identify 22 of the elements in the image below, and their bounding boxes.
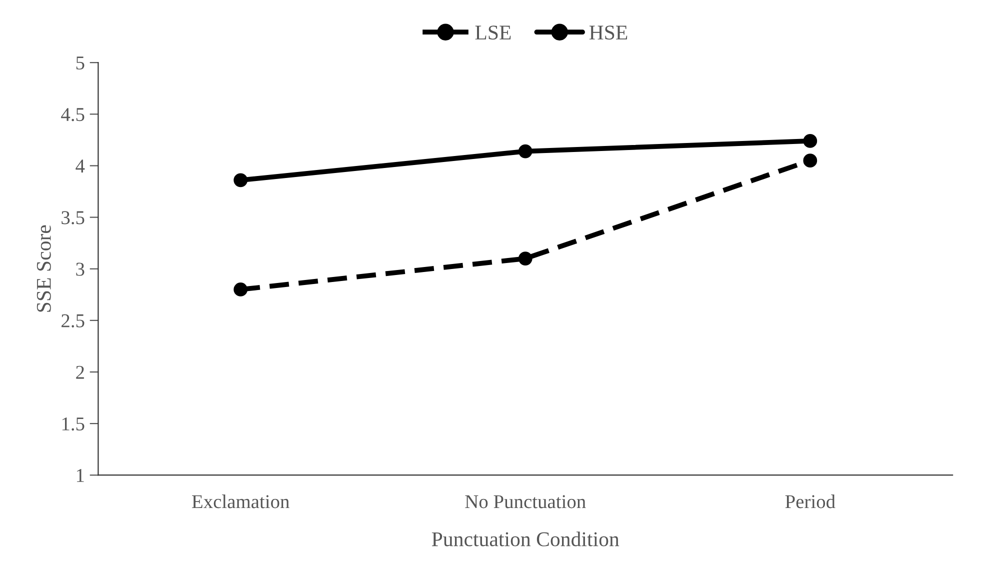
y-tick-label: 3.5 [62, 211, 84, 224]
point [234, 173, 248, 188]
point [803, 154, 818, 168]
y-axis-title: SSE Score [36, 225, 51, 312]
legend-label: HSE [589, 26, 628, 40]
point [518, 252, 532, 266]
x-axis-title: Punctuation Condition [432, 532, 620, 546]
y-tick-label: 1 [76, 469, 84, 482]
y-tick-label: 2 [76, 366, 84, 379]
y-tick-label: 3 [76, 262, 84, 276]
y-tick-label: 4.5 [61, 108, 84, 122]
y-tick-label: 4 [76, 160, 85, 172]
y-tick-label: 5 [76, 56, 84, 70]
x-tick-label: Exclamation [192, 494, 290, 508]
legend-label: LSE [475, 26, 511, 40]
point [234, 282, 248, 296]
y-tick-label: 2.5 [62, 314, 84, 328]
y-tick-label: 1.5 [62, 417, 84, 431]
x-tick-label: Period [785, 494, 836, 508]
x-tick-label: No Punctuation [465, 495, 586, 508]
point [518, 144, 532, 158]
point [803, 134, 818, 148]
